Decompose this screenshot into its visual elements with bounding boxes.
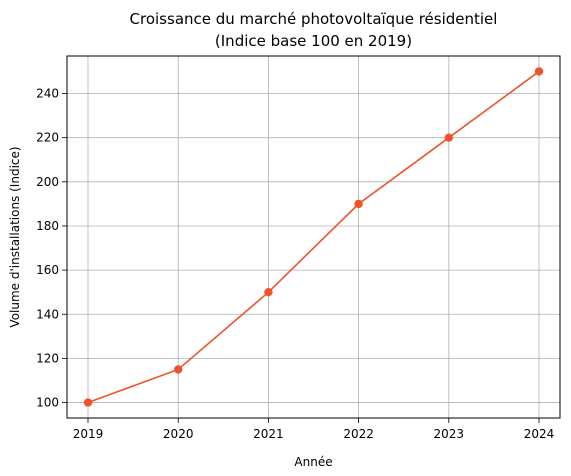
data-point	[534, 67, 544, 76]
x-tick-label: 2019	[73, 427, 104, 441]
chart-title-line-1: Croissance du marché photovoltaïque rési…	[130, 10, 498, 28]
y-tick-label: 240	[36, 87, 59, 101]
plot-frame	[66, 55, 561, 419]
data-point	[83, 398, 93, 407]
y-tick-label: 200	[36, 175, 59, 189]
grid	[67, 56, 560, 418]
y-tick-label: 120	[36, 351, 59, 365]
x-axis-label: Année	[294, 455, 332, 469]
y-tick-label: 140	[36, 307, 59, 321]
y-tick-label: 100	[36, 396, 59, 410]
data-point	[174, 365, 183, 374]
series-line	[87, 70, 540, 404]
x-tick-label: 2020	[163, 427, 194, 441]
series	[83, 67, 544, 407]
x-tick-label: 2022	[343, 427, 374, 441]
data-point	[354, 199, 363, 209]
y-tick-label: 220	[36, 131, 59, 145]
y-tick-label: 180	[36, 219, 59, 233]
ticks: 2019 2020 2021 2022 2023 2024 100 120 140 160 180 2…	[36, 87, 554, 441]
x-tick-label: 2024	[524, 427, 555, 441]
x-tick-label: 2023	[434, 427, 465, 441]
y-axis-label: Volume d'installations (Indice)	[8, 146, 22, 327]
data-point	[444, 133, 453, 142]
chart-title-line-2: (Indice base 100 en 2019)	[215, 32, 412, 50]
y-tick-label: 160	[36, 263, 59, 277]
data-point	[264, 287, 273, 297]
x-tick-label: 2021	[253, 427, 284, 441]
